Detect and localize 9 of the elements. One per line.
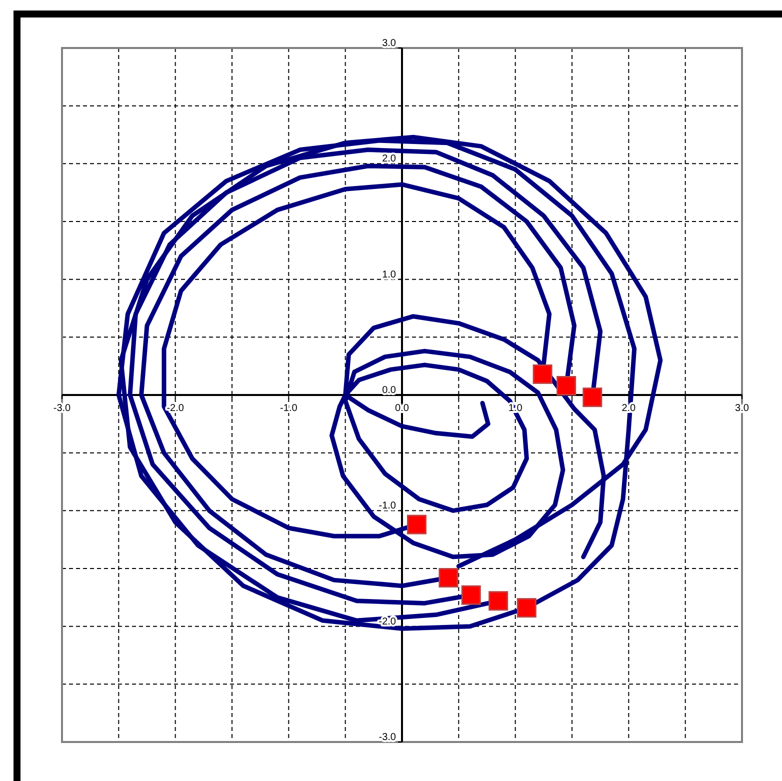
x-tick-label: -3.0 bbox=[53, 403, 72, 414]
y-tick-label: 3.0 bbox=[382, 38, 396, 49]
x-tick-label: 3.0 bbox=[735, 403, 750, 414]
x-tick-label: -1.0 bbox=[280, 403, 298, 414]
y-tick-label: 0.0 bbox=[382, 385, 396, 396]
y-tick-label: -3.0 bbox=[378, 732, 396, 743]
y-tick-label: 1.0 bbox=[382, 269, 396, 280]
y-tick-label: 2.0 bbox=[382, 154, 396, 165]
y-tick-label: -1.0 bbox=[378, 500, 396, 512]
